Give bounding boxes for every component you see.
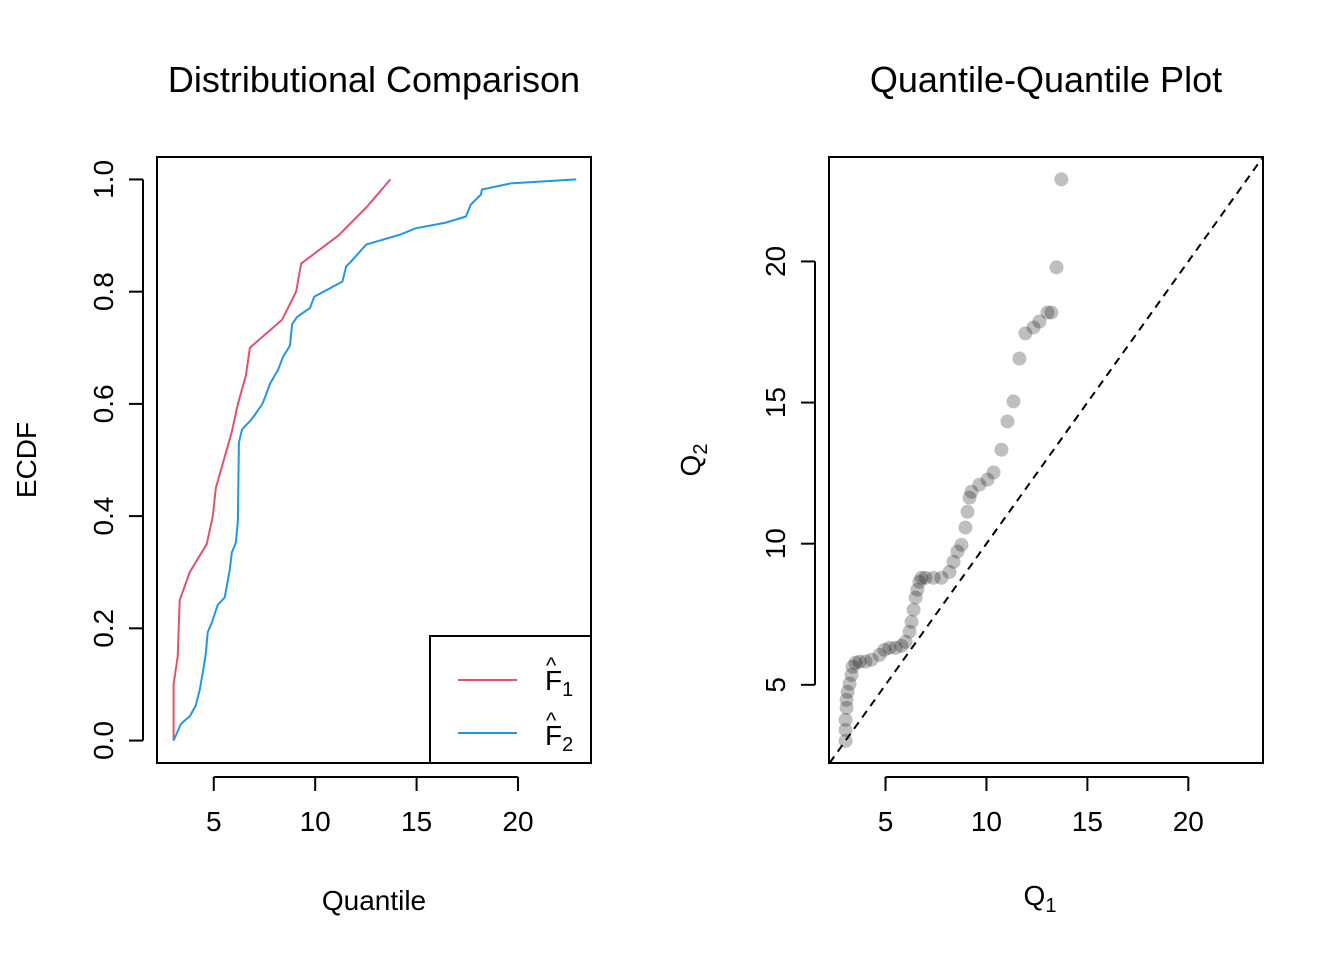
ecdf-y-tick-label: 0.6 bbox=[88, 384, 119, 423]
qq-point bbox=[964, 484, 979, 499]
qq-y-tick-label: 15 bbox=[760, 387, 791, 418]
qq-point bbox=[894, 638, 909, 653]
qq-point bbox=[872, 647, 887, 662]
ecdf-plot-box bbox=[156, 156, 592, 764]
qq-point bbox=[838, 712, 853, 727]
qq-point bbox=[986, 465, 1001, 480]
qq-x-label: Q1 bbox=[1024, 880, 1057, 917]
qq-point bbox=[958, 520, 973, 535]
qq-point bbox=[882, 640, 897, 655]
qq-point bbox=[848, 655, 863, 670]
qq-y-label: Q2 bbox=[675, 444, 712, 477]
qq-y-tick-label: 5 bbox=[760, 677, 791, 693]
qq-point bbox=[994, 442, 1009, 457]
ecdf-x-label: Quantile bbox=[322, 885, 426, 916]
qq-point bbox=[1006, 394, 1021, 409]
legend-hat-f2: ^ bbox=[546, 708, 557, 733]
qq-x-tick-label: 10 bbox=[971, 806, 1002, 837]
qq-point bbox=[898, 634, 913, 649]
ecdf-x-tick-label: 5 bbox=[206, 806, 222, 837]
qq-point bbox=[1054, 172, 1069, 187]
ecdf-y-label: ECDF bbox=[11, 422, 42, 498]
ecdf-y-tick-label: 1.0 bbox=[88, 160, 119, 199]
qq-point bbox=[852, 654, 867, 669]
qq-point bbox=[838, 722, 853, 737]
qq-point bbox=[980, 472, 995, 487]
qq-point bbox=[914, 570, 929, 585]
qq-point bbox=[908, 590, 923, 605]
qq-point bbox=[877, 642, 892, 657]
ecdf-line-f2 bbox=[172, 178, 577, 741]
qq-x-tick-label: 15 bbox=[1072, 806, 1103, 837]
qq-point bbox=[1049, 260, 1064, 275]
qq-y-tick-label: 20 bbox=[760, 246, 791, 277]
qq-point bbox=[972, 477, 987, 492]
qq-point bbox=[918, 570, 933, 585]
ecdf-line-f1 bbox=[172, 178, 392, 741]
ecdf-x-tick-label: 15 bbox=[401, 806, 432, 837]
qq-point bbox=[912, 574, 927, 589]
qq-point bbox=[950, 544, 965, 559]
ecdf-y-tick-label: 0.4 bbox=[88, 497, 119, 536]
ecdf-y-tick-label: 0.2 bbox=[88, 609, 119, 648]
qq-point bbox=[1040, 305, 1055, 320]
ecdf-x-tick-label: 20 bbox=[502, 806, 533, 837]
qq-point bbox=[926, 570, 941, 585]
qq-point bbox=[1026, 320, 1041, 335]
qq-point bbox=[954, 537, 969, 552]
reference-line bbox=[828, 156, 1264, 764]
qq-point bbox=[888, 640, 903, 655]
qq-point bbox=[962, 490, 977, 505]
qq-title: Quantile-Quantile Plot bbox=[870, 59, 1222, 100]
legend-hat-f1: ^ bbox=[546, 653, 557, 678]
ecdf-y-tick-label: 0.0 bbox=[88, 721, 119, 760]
qq-point bbox=[910, 582, 925, 597]
qq-point bbox=[858, 654, 873, 669]
qq-point bbox=[845, 659, 860, 674]
qq-point bbox=[1018, 326, 1033, 341]
qq-point bbox=[902, 624, 917, 639]
qq-point bbox=[1012, 351, 1027, 366]
legend-label-f1: ^F1 bbox=[545, 653, 573, 701]
qq-point bbox=[864, 652, 879, 667]
legend: ^F1 ^F2 bbox=[429, 635, 592, 764]
qq-point bbox=[840, 684, 855, 699]
qq-x-tick-label: 5 bbox=[878, 806, 894, 837]
ecdf-y-tick-label: 0.8 bbox=[88, 272, 119, 311]
qq-point bbox=[1044, 305, 1059, 320]
qq-point bbox=[942, 564, 957, 579]
qq-x-tick-label: 20 bbox=[1173, 806, 1204, 837]
qq-plot-box bbox=[828, 156, 1264, 764]
qq-y-tick-label: 10 bbox=[760, 528, 791, 559]
qq-point bbox=[906, 602, 921, 617]
ecdf-x-tick-label: 10 bbox=[300, 806, 331, 837]
legend-label-f2: ^F2 bbox=[545, 708, 573, 756]
ecdf-title: Distributional Comparison bbox=[168, 59, 580, 100]
qq-point bbox=[1000, 414, 1015, 429]
qq-point bbox=[960, 504, 975, 519]
qq-point bbox=[904, 614, 919, 629]
qq-panel: Quantile-Quantile Plot 5 10 15 20 5 10 15 20 Q1… bbox=[675, 59, 1264, 917]
qq-point bbox=[839, 692, 854, 707]
legend-box bbox=[429, 635, 592, 764]
qq-point bbox=[1032, 314, 1047, 329]
qq-point bbox=[946, 554, 961, 569]
ecdf-panel: Distributional Comparison 5 10 15 20 0.0 0.2 0… bbox=[11, 59, 592, 916]
qq-point bbox=[842, 676, 857, 691]
qq-point bbox=[934, 570, 949, 585]
qq-point bbox=[844, 667, 859, 682]
qq-point bbox=[839, 700, 854, 715]
